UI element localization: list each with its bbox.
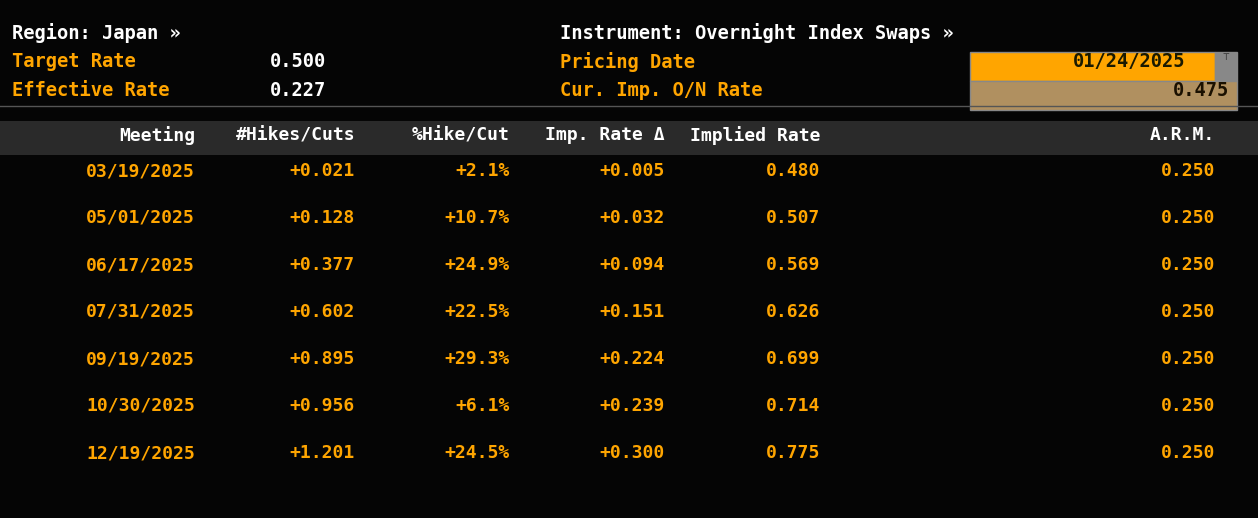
Text: +24.5%: +24.5%	[445, 444, 509, 462]
Text: +0.300: +0.300	[600, 444, 665, 462]
Bar	[970, 81, 1237, 110]
Text: 01/24/2025: 01/24/2025	[1073, 52, 1185, 71]
Text: 09/19/2025: 09/19/2025	[87, 350, 195, 368]
Text: +0.128: +0.128	[289, 209, 355, 227]
Bar	[1215, 52, 1237, 81]
Text: Meeting: Meeting	[118, 126, 195, 145]
Text: #Hikes/Cuts: #Hikes/Cuts	[235, 126, 355, 144]
Text: 0.569: 0.569	[766, 256, 820, 274]
Text: +2.1%: +2.1%	[455, 162, 509, 180]
Text: 0.250: 0.250	[1161, 444, 1215, 462]
Text: 0.475: 0.475	[1172, 81, 1229, 100]
Text: +22.5%: +22.5%	[445, 303, 509, 321]
Text: +0.094: +0.094	[600, 256, 665, 274]
Text: 0.626: 0.626	[766, 303, 820, 321]
Text: +0.151: +0.151	[600, 303, 665, 321]
Text: +29.3%: +29.3%	[445, 350, 509, 368]
Text: +0.602: +0.602	[289, 303, 355, 321]
Text: 0.507: 0.507	[766, 209, 820, 227]
Text: A.R.M.: A.R.M.	[1150, 126, 1215, 144]
Text: 0.775: 0.775	[766, 444, 820, 462]
Text: +10.7%: +10.7%	[445, 209, 509, 227]
Text: Instrument: Overnight Index Swaps »: Instrument: Overnight Index Swaps »	[560, 23, 954, 43]
Text: +24.9%: +24.9%	[445, 256, 509, 274]
Text: ⊤: ⊤	[1223, 52, 1229, 62]
Text: 0.250: 0.250	[1161, 397, 1215, 415]
Text: Implied Rate: Implied Rate	[689, 126, 820, 145]
Bar	[0, 121, 1258, 155]
Text: 05/01/2025: 05/01/2025	[87, 209, 195, 227]
Text: +0.239: +0.239	[600, 397, 665, 415]
Text: 0.250: 0.250	[1161, 162, 1215, 180]
Text: 07/31/2025: 07/31/2025	[87, 303, 195, 321]
Text: Region: Japan »: Region: Japan »	[13, 23, 181, 43]
Text: +0.224: +0.224	[600, 350, 665, 368]
Text: 0.250: 0.250	[1161, 303, 1215, 321]
Text: 12/19/2025: 12/19/2025	[87, 444, 195, 462]
Text: 0.480: 0.480	[766, 162, 820, 180]
Text: +0.895: +0.895	[289, 350, 355, 368]
Text: 0.250: 0.250	[1161, 209, 1215, 227]
Text: +6.1%: +6.1%	[455, 397, 509, 415]
Text: 0.500: 0.500	[270, 52, 326, 71]
Text: Effective Rate: Effective Rate	[13, 81, 170, 100]
Text: 0.227: 0.227	[270, 81, 326, 100]
Text: 06/17/2025: 06/17/2025	[87, 256, 195, 274]
Text: +0.377: +0.377	[289, 256, 355, 274]
Text: 0.699: 0.699	[766, 350, 820, 368]
Text: 10/30/2025: 10/30/2025	[87, 397, 195, 415]
Text: +1.201: +1.201	[289, 444, 355, 462]
Bar	[970, 52, 1215, 81]
Text: +0.032: +0.032	[600, 209, 665, 227]
Text: Target Rate: Target Rate	[13, 52, 136, 71]
Text: Cur. Imp. O/N Rate: Cur. Imp. O/N Rate	[560, 81, 762, 100]
Text: +0.005: +0.005	[600, 162, 665, 180]
Text: +0.956: +0.956	[289, 397, 355, 415]
Text: 0.250: 0.250	[1161, 350, 1215, 368]
Text: Imp. Rate Δ: Imp. Rate Δ	[546, 126, 665, 144]
Text: 03/19/2025: 03/19/2025	[87, 162, 195, 180]
Text: %Hike/Cut: %Hike/Cut	[413, 126, 509, 144]
Text: Pricing Date: Pricing Date	[560, 52, 694, 72]
Text: 0.250: 0.250	[1161, 256, 1215, 274]
Text: 0.714: 0.714	[766, 397, 820, 415]
Text: +0.021: +0.021	[289, 162, 355, 180]
